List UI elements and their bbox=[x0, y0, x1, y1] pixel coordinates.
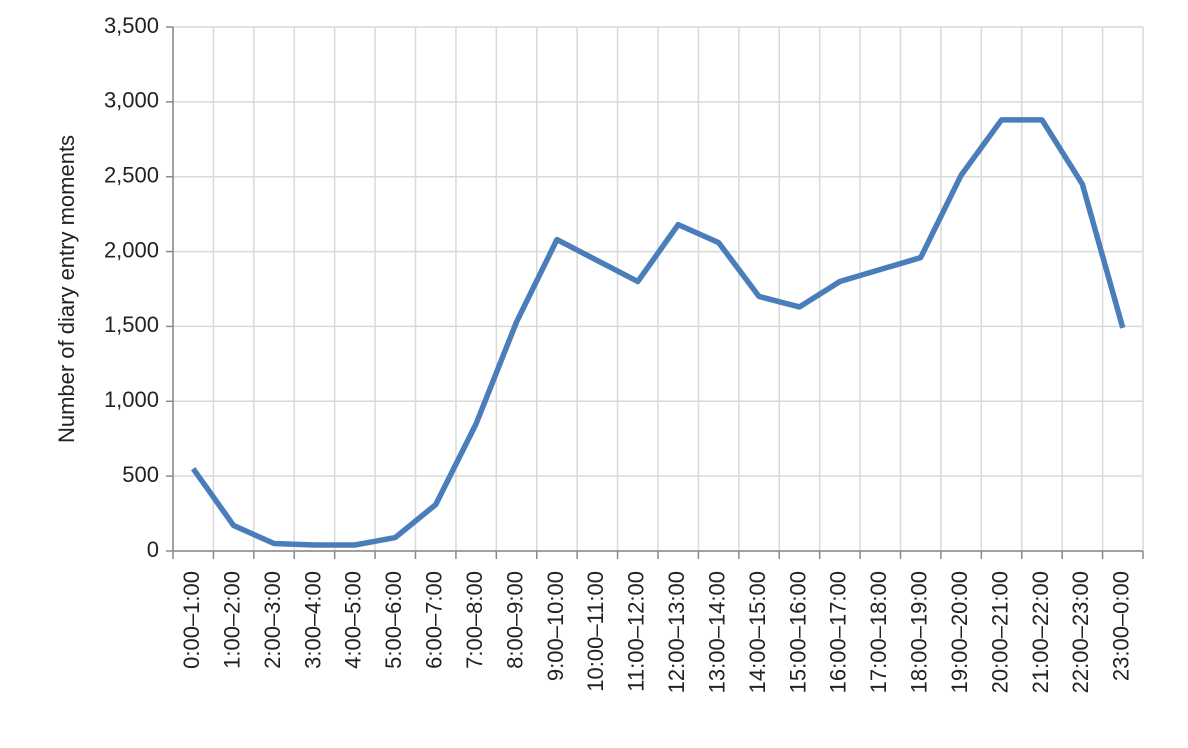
y-tick-label: 0 bbox=[147, 537, 159, 562]
y-tick-label: 2,000 bbox=[104, 237, 159, 262]
x-tick-label: 16:00–17:00 bbox=[826, 571, 851, 693]
x-tick-label: 23:00–0:00 bbox=[1109, 571, 1134, 681]
x-tick-label: 4:00–5:00 bbox=[341, 571, 366, 669]
x-tick-label: 9:00–10:00 bbox=[543, 571, 568, 681]
x-tick-label: 15:00–16:00 bbox=[785, 571, 810, 693]
x-tick-label: 5:00–6:00 bbox=[381, 571, 406, 669]
x-tick-label: 10:00–11:00 bbox=[583, 571, 608, 692]
y-tick-label: 3,000 bbox=[104, 88, 159, 113]
y-tick-label: 500 bbox=[122, 462, 159, 487]
x-tick-label: 1:00–2:00 bbox=[219, 571, 244, 669]
x-tick-label: 18:00–19:00 bbox=[907, 571, 932, 693]
x-tick-label: 12:00–13:00 bbox=[664, 571, 689, 693]
x-tick-label: 3:00–4:00 bbox=[300, 571, 325, 669]
y-tick-label: 1,500 bbox=[104, 312, 159, 337]
y-axis-title: Number of diary entry moments bbox=[54, 135, 79, 443]
x-tick-label: 2:00–3:00 bbox=[260, 571, 285, 669]
x-tick-label: 11:00–12:00 bbox=[624, 571, 649, 692]
x-tick-label: 17:00–18:00 bbox=[866, 571, 891, 693]
x-tick-label: 13:00–14:00 bbox=[704, 571, 729, 693]
x-tick-label: 7:00–8:00 bbox=[462, 571, 487, 669]
y-tick-label: 1,000 bbox=[104, 387, 159, 412]
x-tick-label: 20:00–21:00 bbox=[987, 571, 1012, 693]
y-tick-label: 3,500 bbox=[104, 13, 159, 38]
x-tick-label: 8:00–9:00 bbox=[502, 571, 527, 669]
x-tick-label: 14:00–15:00 bbox=[745, 571, 770, 693]
x-tick-label: 0:00–1:00 bbox=[179, 571, 204, 669]
x-tick-label: 21:00–22:00 bbox=[1028, 571, 1053, 693]
x-tick-label: 22:00–23:00 bbox=[1068, 571, 1093, 693]
x-tick-label: 6:00–7:00 bbox=[422, 571, 447, 669]
y-tick-label: 2,500 bbox=[104, 163, 159, 188]
data-line bbox=[190, 117, 1126, 548]
x-tick-label: 19:00–20:00 bbox=[947, 571, 972, 693]
